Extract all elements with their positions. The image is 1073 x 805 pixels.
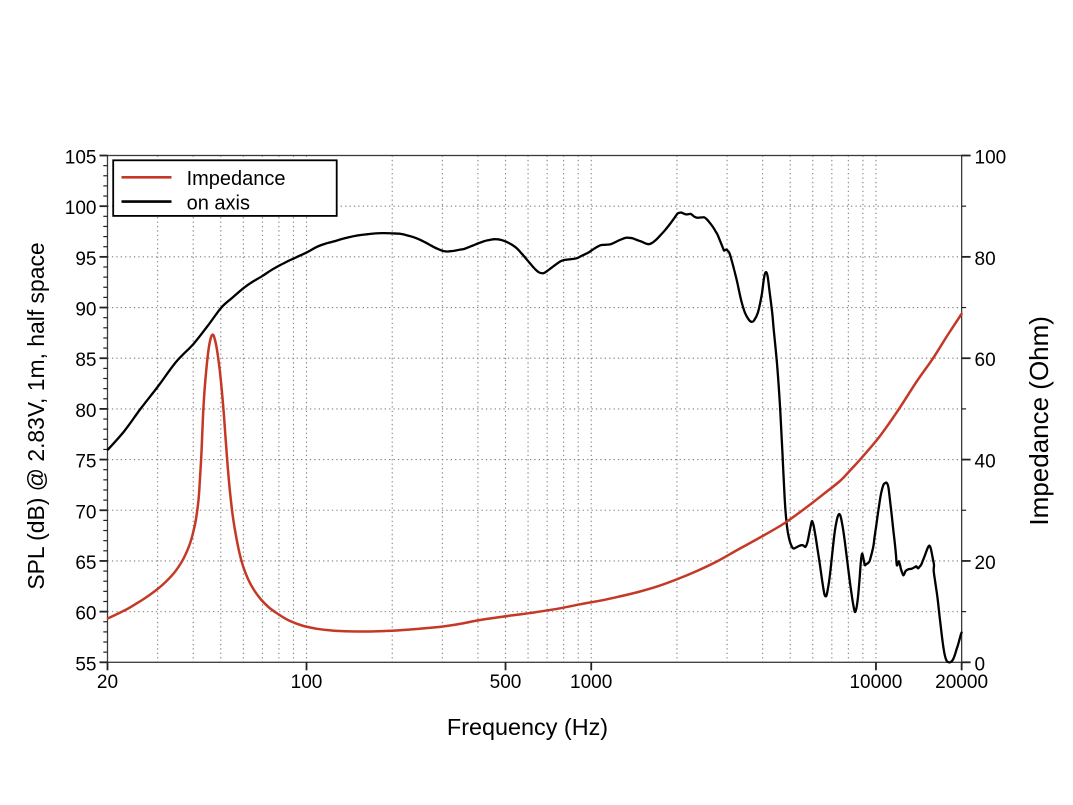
svg-text:100: 100 xyxy=(975,148,1007,169)
svg-text:65: 65 xyxy=(75,553,96,574)
svg-text:100: 100 xyxy=(291,672,323,693)
svg-text:SPL (dB) @ 2.83V, 1m, half spa: SPL (dB) @ 2.83V, 1m, half space xyxy=(23,242,49,589)
svg-text:on axis: on axis xyxy=(187,193,250,215)
svg-text:20000: 20000 xyxy=(935,672,988,693)
svg-text:60: 60 xyxy=(975,350,996,371)
svg-text:85: 85 xyxy=(75,350,96,371)
svg-text:Impedance: Impedance xyxy=(187,168,286,190)
svg-text:105: 105 xyxy=(65,148,97,169)
svg-text:0: 0 xyxy=(975,654,986,675)
svg-text:95: 95 xyxy=(75,249,96,270)
svg-text:75: 75 xyxy=(75,452,96,473)
svg-text:80: 80 xyxy=(75,401,96,422)
svg-text:500: 500 xyxy=(490,672,522,693)
svg-text:Impedance (Ohm): Impedance (Ohm) xyxy=(1024,316,1054,526)
svg-text:10000: 10000 xyxy=(849,672,902,693)
svg-text:20: 20 xyxy=(97,672,118,693)
svg-text:40: 40 xyxy=(975,452,996,473)
svg-text:60: 60 xyxy=(75,604,96,625)
svg-text:Frequency (Hz): Frequency (Hz) xyxy=(447,714,608,740)
svg-text:70: 70 xyxy=(75,502,96,523)
svg-text:20: 20 xyxy=(975,553,996,574)
svg-text:1000: 1000 xyxy=(570,672,612,693)
svg-text:100: 100 xyxy=(65,198,97,219)
svg-text:80: 80 xyxy=(975,249,996,270)
svg-text:90: 90 xyxy=(75,300,96,321)
svg-text:55: 55 xyxy=(75,654,96,675)
